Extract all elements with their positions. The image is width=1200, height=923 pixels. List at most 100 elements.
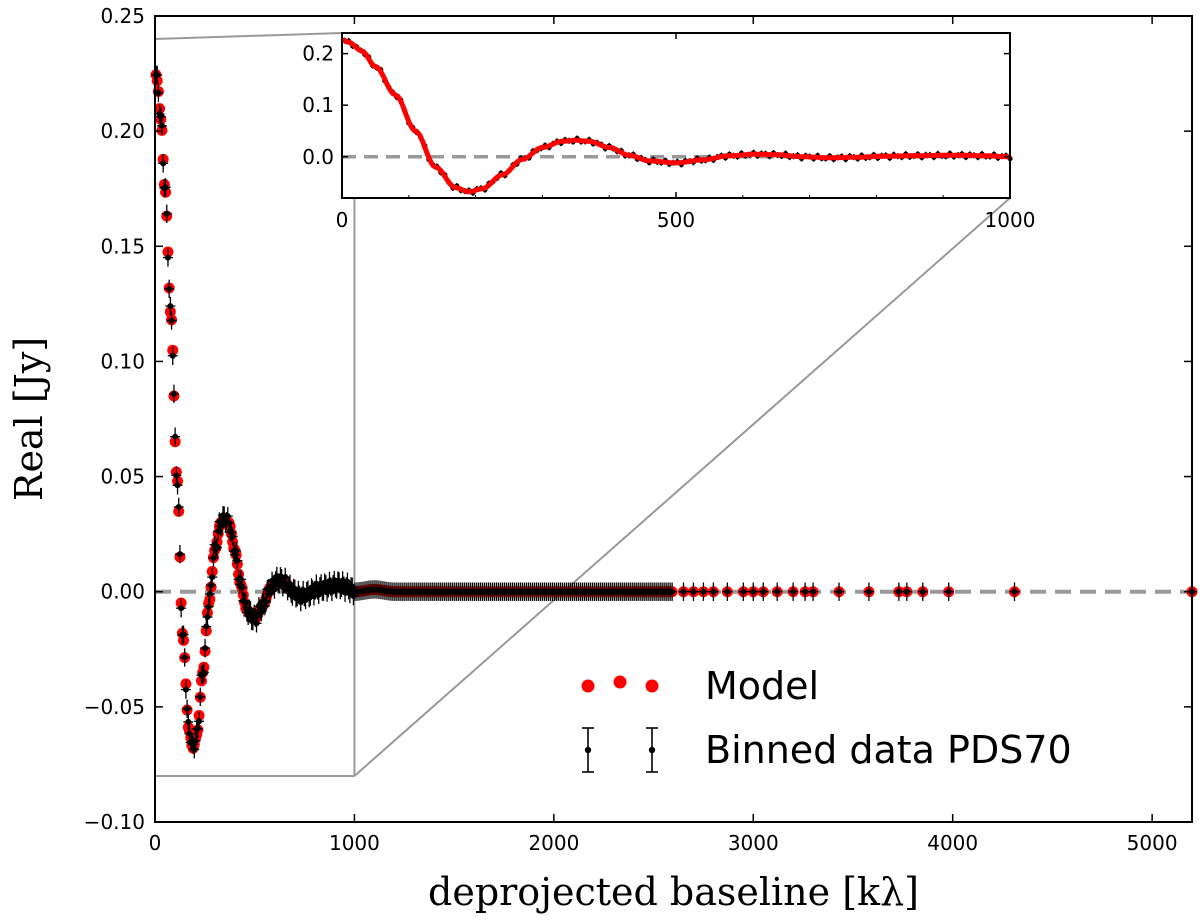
data-dot: [167, 303, 174, 310]
data-dot: [266, 590, 273, 597]
y-tick-label: 0.10: [100, 349, 145, 373]
legend-model-dot: [581, 679, 595, 693]
data-dot: [202, 645, 209, 652]
main-ticks: 0 1000 2000 3000 4000 5000−0.10−0.050.000.050…: [84, 4, 1192, 855]
data-point: [207, 567, 218, 587]
data-point: [161, 204, 172, 223]
x-tick-label: 1000: [329, 831, 380, 855]
data-dot: [895, 588, 902, 595]
data-point: [182, 699, 193, 718]
data-point: [195, 687, 206, 707]
data-point: [179, 648, 190, 667]
data-dot: [700, 588, 707, 595]
data-point: [708, 582, 719, 601]
data-dot: [169, 352, 176, 359]
data-dot: [157, 113, 164, 120]
data-dot: [242, 599, 249, 606]
data-point: [156, 116, 167, 136]
data-dot: [160, 160, 167, 167]
data-dot: [945, 588, 952, 595]
data-point: [748, 582, 759, 601]
data-point: [788, 582, 799, 601]
data-dot: [173, 472, 180, 479]
data-point: [178, 625, 189, 644]
data-point: [183, 712, 194, 732]
data-point: [208, 548, 219, 568]
data-dot: [263, 598, 270, 605]
main-plot-frame: [154, 15, 1193, 823]
data-dot: [903, 588, 910, 595]
data-dot: [865, 588, 872, 595]
data-point: [863, 582, 874, 601]
data-point: [212, 538, 223, 557]
zoom-connector-lines: [154, 32, 1011, 777]
data-dot: [210, 555, 217, 562]
data-point: [688, 582, 699, 601]
legend-model-label: Model: [705, 664, 819, 708]
data-point: [170, 427, 181, 446]
inset-x-tick-label: 500: [657, 208, 695, 232]
data-point: [1009, 582, 1020, 601]
data-dot: [740, 588, 747, 595]
data-point: [738, 582, 749, 601]
legend-data-dot: [584, 746, 592, 754]
main-data-series: [150, 65, 1197, 759]
data-dot: [233, 547, 240, 554]
data-dot: [229, 533, 236, 540]
data-dot: [185, 718, 192, 725]
data-point: [168, 384, 179, 404]
data-point: [227, 527, 238, 546]
inset-x-tick-label: 0: [336, 208, 349, 232]
data-dot: [180, 631, 187, 638]
data-point: [200, 638, 211, 658]
data-dot: [239, 584, 246, 591]
data-point: [172, 476, 183, 495]
x-tick-label: 2000: [528, 831, 579, 855]
data-dot: [162, 184, 169, 191]
x-tick-label: 3000: [728, 831, 779, 855]
data-point: [808, 582, 819, 601]
x-tick-label: 4000: [927, 831, 978, 855]
data-point: [223, 513, 234, 533]
legend-data-marker: [582, 727, 658, 773]
data-dot: [208, 582, 215, 589]
data-point: [173, 497, 184, 517]
data-dot: [164, 254, 171, 261]
data-dot: [205, 603, 212, 610]
data-point: [174, 544, 185, 564]
data-dot: [760, 588, 767, 595]
data-point: [698, 582, 709, 601]
data-dot: [181, 654, 188, 661]
data-point: [834, 582, 845, 601]
data-point: [165, 296, 176, 316]
data-dot: [214, 544, 221, 551]
zoom-line-top: [154, 32, 343, 41]
data-point: [190, 731, 201, 751]
data-dot: [224, 513, 231, 520]
data-dot: [271, 586, 278, 593]
data-point: [166, 311, 177, 330]
x-tick-label: 0: [149, 831, 162, 855]
data-dot: [170, 390, 177, 397]
inset-y-tick-label: 0.0: [302, 145, 334, 169]
x-axis-title: deprojected baseline [kλ]: [428, 870, 919, 914]
inset-background: [342, 33, 1010, 198]
data-dot: [690, 588, 697, 595]
data-dot: [163, 210, 170, 217]
inset-x-tick-label: 1000: [985, 208, 1036, 232]
data-dot: [175, 503, 182, 510]
data-dot: [1011, 588, 1018, 595]
legend: Model Binned data PDS70: [581, 664, 1072, 773]
legend-data-label: Binned data PDS70: [705, 728, 1072, 772]
data-point: [758, 582, 769, 601]
data-dot: [680, 588, 687, 595]
data-point: [198, 663, 209, 682]
data-dot: [802, 588, 809, 595]
data-point: [203, 597, 214, 616]
data-point: [167, 346, 178, 365]
data-dot: [253, 620, 260, 627]
zoom-line-diagonal: [353, 197, 1011, 777]
data-dot: [204, 614, 211, 621]
data-dot: [182, 686, 189, 693]
